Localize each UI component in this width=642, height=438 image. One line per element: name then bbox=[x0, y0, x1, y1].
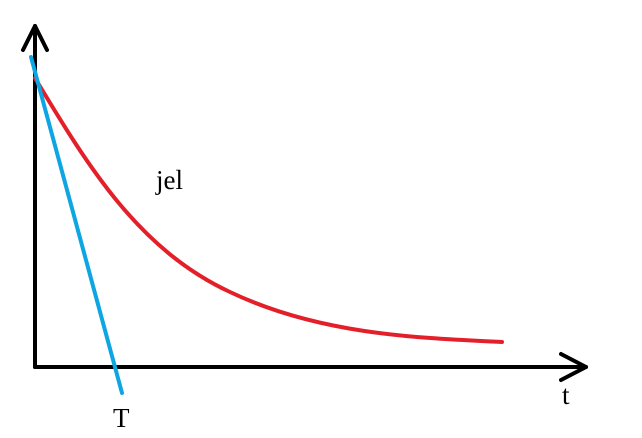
tangent-intercept-label: T bbox=[113, 403, 130, 433]
x-axis-label: t bbox=[562, 380, 570, 410]
x-axis-arrow-icon bbox=[559, 352, 588, 382]
axes bbox=[21, 24, 588, 382]
curve-label: jel bbox=[155, 165, 183, 195]
tangent-line bbox=[29, 55, 124, 395]
y-axis-arrow-icon bbox=[21, 24, 49, 52]
decay-curve bbox=[33, 76, 504, 344]
